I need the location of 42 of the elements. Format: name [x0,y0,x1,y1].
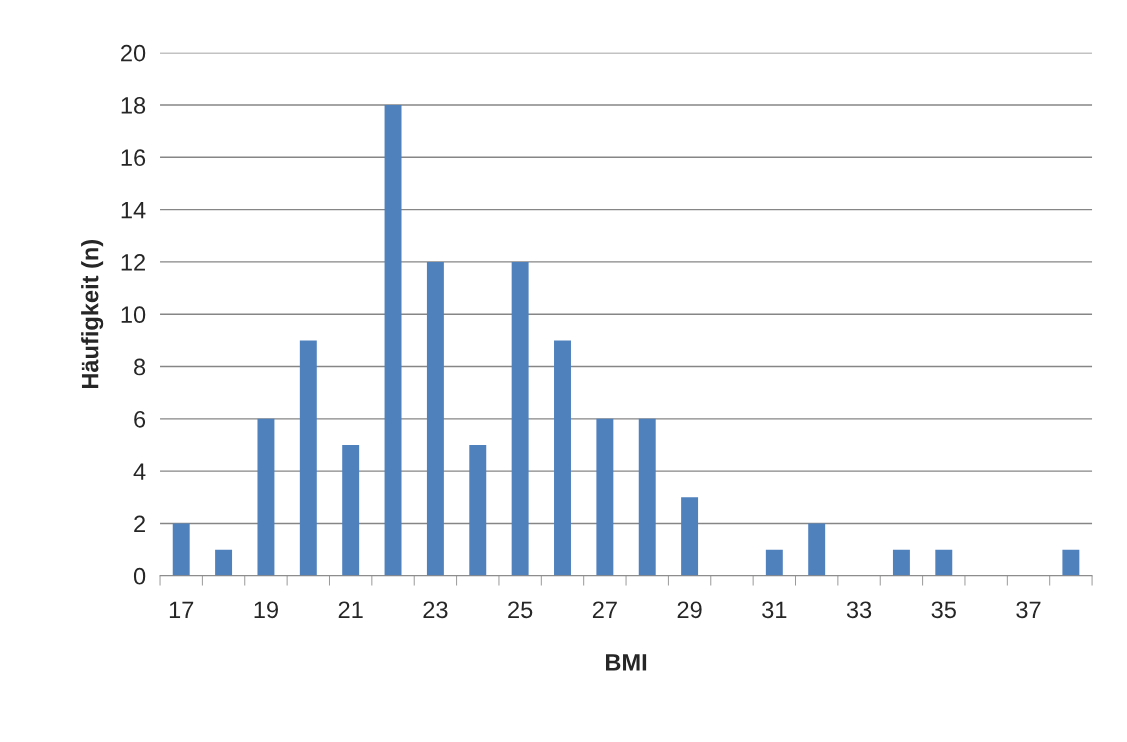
bar [215,549,233,576]
x-axis-title: BMI [605,654,647,671]
bar [1062,549,1080,576]
bar [638,418,656,576]
bar [342,445,360,576]
bar [765,549,783,576]
y-tick-label: 20 [121,44,146,62]
x-tick-label: 35 [931,601,956,619]
x-tick-label: 25 [508,601,533,619]
bar [596,418,614,576]
bar [172,523,190,576]
x-tick-label: 23 [423,601,448,619]
y-tick-label: 18 [121,97,146,114]
bar [554,340,571,576]
bar [681,497,699,576]
y-tick-label: 14 [121,201,146,219]
y-axis-title: Häufigkeit (n) [81,239,104,389]
x-tick-label: 27 [592,601,617,618]
y-tick-label: 0 [133,567,146,585]
bar [935,549,953,576]
y-tick-label: 12 [121,253,145,271]
x-tick-label: 21 [338,601,363,618]
bar [257,418,275,576]
bar [299,340,317,576]
y-tick-label: 16 [121,149,146,167]
x-tick-label: 31 [762,601,787,619]
x-tick-label: 29 [677,601,702,619]
bar [426,261,444,576]
y-tick-label: 6 [134,410,146,428]
x-tick-label: 19 [254,601,278,619]
x-tick-label: 37 [1016,601,1041,619]
bar [808,523,826,576]
y-tick-label: 2 [134,515,145,533]
bar [511,261,529,576]
y-tick-label: 10 [121,306,146,324]
bar [892,549,910,576]
x-tick-label: 17 [169,601,194,618]
y-tick-label: 8 [134,358,146,376]
y-tick-label: 4 [133,463,146,480]
x-tick-label: 33 [846,601,872,619]
bar [469,445,487,576]
bar [384,104,402,576]
